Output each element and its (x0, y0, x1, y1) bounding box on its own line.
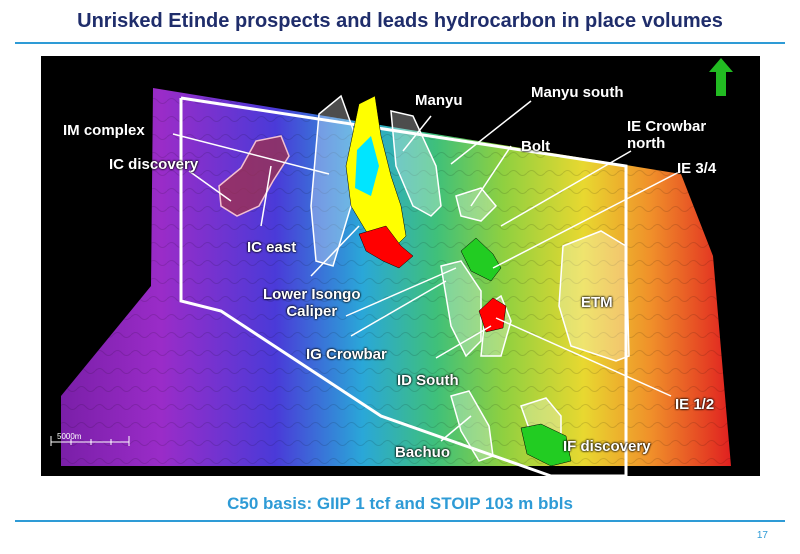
slide-subtitle: C50 basis: GIIP 1 tcf and STOIP 103 m bb… (227, 494, 573, 513)
scale-bar (50, 436, 130, 446)
label-manyu-south: Manyu south (531, 84, 624, 101)
if-discovery-gas (520, 423, 572, 467)
label-ic-east: IC east (247, 239, 297, 256)
prospect-map: 5000m Manyu Manyu south IM complex Bolt … (41, 56, 760, 476)
ic-discovery-polygon (218, 135, 290, 217)
north-arrow-icon (709, 58, 733, 96)
scale-bar-label: 5000m (57, 432, 82, 441)
bolt-lead (455, 187, 498, 222)
etm-lead (558, 230, 630, 362)
label-im-complex: IM complex (63, 122, 145, 139)
bottom-divider (15, 520, 785, 522)
label-etm: ETM (581, 294, 613, 311)
label-id-south: ID South (397, 372, 459, 389)
slide-title: Unrisked Etinde prospects and leads hydr… (77, 10, 723, 32)
licence-block-outline (179, 96, 628, 476)
label-bachuo: Bachuo (395, 444, 451, 461)
ig-crowbar-lead (440, 260, 482, 358)
leader-lines (172, 100, 682, 442)
label-manyu: Manyu (415, 92, 463, 109)
depth-map-graphic (50, 58, 733, 476)
label-ie-1-2: IE 1/2 (675, 396, 715, 413)
manyu-south-lead (390, 110, 442, 217)
top-divider (15, 42, 785, 44)
label-ig-crowbar: IG Crowbar (306, 346, 387, 363)
label-ie-crowbar-north: IE Crowbar north (627, 118, 707, 152)
manyu-oil-leg (355, 136, 379, 196)
label-ic-discovery: IC discovery (109, 156, 199, 173)
ic-east-polygon (310, 94, 360, 267)
page-number: 17 (756, 530, 768, 541)
bachuo-lead (450, 390, 494, 462)
label-ie-3-4: IE 3/4 (677, 160, 717, 177)
label-if-discovery: IF discovery (563, 438, 651, 455)
lower-isongo-gas-prospect (358, 225, 414, 269)
label-bolt: Bolt (521, 138, 551, 155)
ie-crowbar-north-gas (460, 237, 502, 282)
ie-1-2-gas-prospect (478, 297, 507, 333)
label-lower-isongo-caliper: Lower Isongo Caliper (263, 286, 361, 320)
